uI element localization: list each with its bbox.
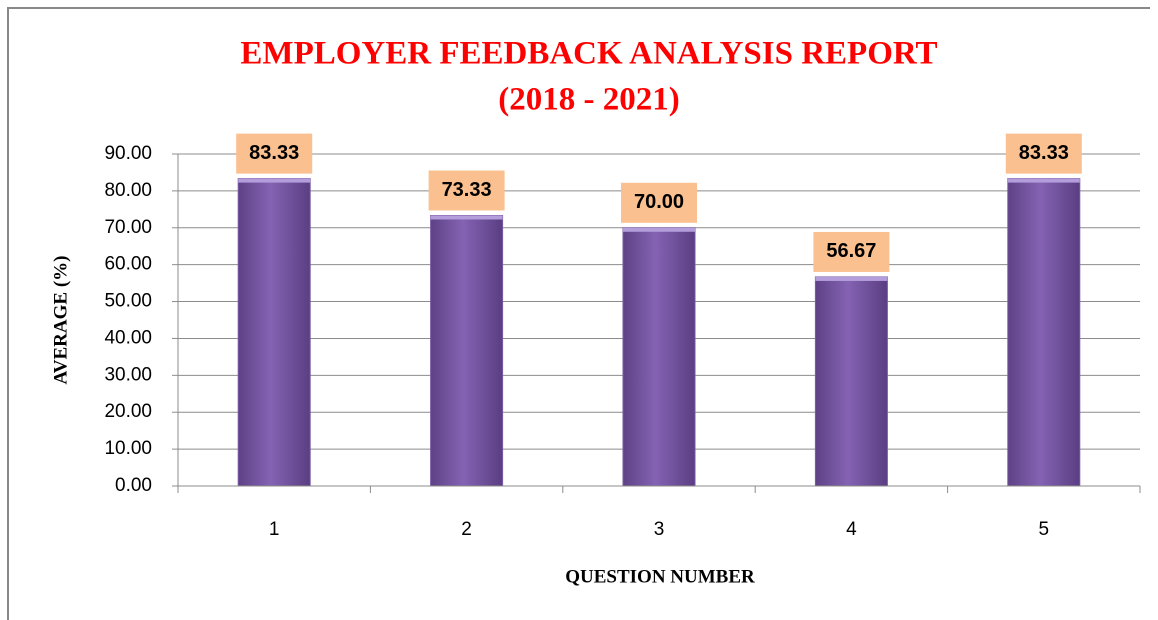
value-label: 73.33 xyxy=(442,179,492,201)
value-label-box xyxy=(621,182,697,223)
frame xyxy=(7,7,1150,620)
bar xyxy=(430,214,504,487)
y-tick-label: 0.00 xyxy=(115,475,152,496)
chart-subtitle: (2018 - 2021) xyxy=(498,82,679,118)
y-tick-label: 20.00 xyxy=(104,401,152,422)
value-label-box xyxy=(813,231,890,272)
x-tick-label: 1 xyxy=(269,519,280,540)
y-axis-title: AVERAGE (%) xyxy=(50,256,71,385)
value-label-box xyxy=(1005,133,1082,174)
bar-top xyxy=(238,178,311,183)
value-label: 56.67 xyxy=(826,240,876,262)
value-label-box xyxy=(236,133,313,174)
bar-top xyxy=(430,215,503,220)
value-label-box xyxy=(428,170,505,211)
x-axis-title: QUESTION NUMBER xyxy=(565,566,755,587)
y-tick-label: 80.00 xyxy=(104,180,152,201)
y-tick-label: 50.00 xyxy=(104,291,152,312)
y-tick-label: 70.00 xyxy=(104,217,152,238)
bar xyxy=(622,227,696,487)
y-tick-label: 10.00 xyxy=(104,438,152,459)
chart-title: EMPLOYER FEEDBACK ANALYSIS REPORT xyxy=(240,36,937,72)
y-tick-label: 90.00 xyxy=(104,143,152,164)
y-tick-label: 60.00 xyxy=(104,254,152,275)
bar-top xyxy=(1007,178,1080,183)
y-tick-label: 40.00 xyxy=(104,327,152,348)
bar xyxy=(1007,178,1081,487)
bar xyxy=(814,276,888,487)
bar-top xyxy=(623,227,695,232)
value-label: 83.33 xyxy=(249,142,299,164)
x-tick-label: 2 xyxy=(461,519,472,540)
value-label: 70.00 xyxy=(634,191,684,213)
x-tick-label: 4 xyxy=(846,519,857,540)
y-tick-label: 30.00 xyxy=(104,364,152,385)
bar xyxy=(237,178,311,487)
bar-top xyxy=(815,276,888,281)
value-label: 83.33 xyxy=(1019,142,1069,164)
x-tick-label: 5 xyxy=(1039,519,1050,540)
x-tick-label: 3 xyxy=(654,519,665,540)
